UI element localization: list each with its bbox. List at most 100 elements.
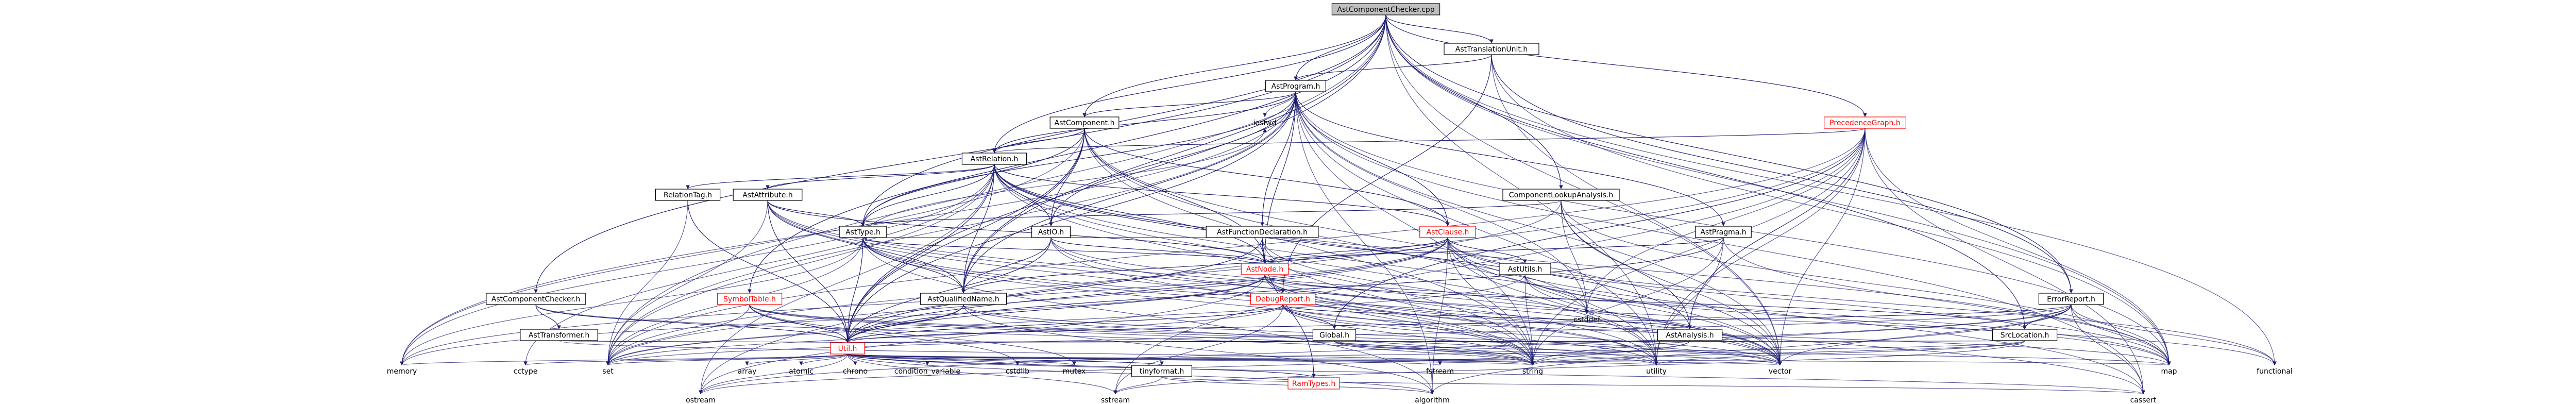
edge-util-to-atomic [799, 354, 848, 366]
edge-er-to-ostream [699, 304, 2072, 395]
node-label: AstNode.h [1246, 265, 1283, 274]
node-glob[interactable]: Global.h [1312, 329, 1357, 341]
edge-util-to-cstdlib [847, 354, 1020, 366]
edge-ac-to-an [1084, 128, 1267, 264]
node-er[interactable]: ErrorReport.h [2038, 293, 2104, 305]
node-memory: memory [387, 367, 417, 376]
node-aan[interactable]: AstAnalysis.h [1657, 329, 1723, 341]
node-atr[interactable]: AstTransformer.h [520, 329, 598, 341]
node-ala[interactable]: ComponentLookupAnalysis.h [1502, 189, 1620, 201]
edge-ap-to-afd [1260, 91, 1296, 227]
node-ap[interactable]: AstProgram.h [1265, 80, 1327, 92]
node-an[interactable]: AstNode.h [1241, 263, 1289, 275]
edge-ap-to-iosfwd [1263, 91, 1296, 117]
edge-ala-to-set [606, 200, 1562, 366]
edge-root-to-map [1385, 14, 2171, 366]
node-au[interactable]: AstUtils.h [1499, 263, 1551, 275]
node-label: AstPragma.h [1700, 228, 1746, 237]
edge-root-to-acc [534, 14, 1386, 294]
edge-st-to-mutex [749, 304, 1076, 366]
edge-aan-to-ostream [699, 340, 1690, 395]
node-label: cctype [514, 367, 538, 376]
edge-ap-to-at [861, 91, 1296, 227]
edge-aa-to-string [767, 200, 1535, 366]
node-sstream: sstream [1101, 396, 1130, 404]
node-ati[interactable]: AstTranslationUnit.h [1444, 43, 1539, 55]
node-ar[interactable]: AstRelation.h [961, 153, 1027, 165]
node-at[interactable]: AstType.h [839, 226, 887, 238]
node-label: sstream [1101, 396, 1130, 404]
edge-rt-to-set [606, 200, 688, 366]
node-label: AstType.h [845, 228, 880, 237]
node-label: PrecedenceGraph.h [1829, 119, 1901, 127]
edge-acl-to-functional [1447, 237, 2277, 366]
node-label: ComponentLookupAnalysis.h [1509, 191, 1613, 199]
edge-ap-to-algorithm [1295, 91, 1434, 395]
edge-acl-to-aqn [961, 237, 1448, 294]
edge-ar-to-aan [994, 164, 1692, 330]
edge-ati-to-vector [1491, 54, 1782, 366]
edge-ar-to-memory [400, 164, 995, 366]
node-label: vector [1769, 367, 1792, 376]
edge-ac-to-memory [400, 128, 1085, 366]
node-apr[interactable]: AstPragma.h [1695, 226, 1752, 238]
edge-pg-to-set [606, 128, 1866, 366]
node-util[interactable]: Util.h [830, 342, 865, 355]
edge-ar-to-cctype [523, 164, 995, 366]
node-ac[interactable]: AstComponent.h [1049, 116, 1120, 129]
node-rtyp[interactable]: RamTypes.h [1287, 377, 1340, 390]
node-cstdlib: cstdlib [1006, 367, 1029, 376]
edge-ar-to-rt [686, 164, 995, 190]
edge-glob-to-map [1334, 340, 2171, 366]
node-iosfwd: iosfwd [1253, 119, 1277, 127]
edge-sl-to-utility [1654, 340, 2025, 366]
edge-an-to-vector [1264, 274, 1782, 366]
node-label: SymbolTable.h [723, 295, 776, 304]
node-pg[interactable]: PrecedenceGraph.h [1824, 116, 1907, 129]
edge-ac-to-utility [1084, 128, 1658, 366]
node-afd[interactable]: AstFunctionDeclaration.h [1206, 226, 1319, 238]
node-aio[interactable]: AstIO.h [1031, 226, 1071, 238]
node-label: mutex [1063, 367, 1086, 376]
node-label: AstRelation.h [971, 155, 1019, 163]
edge-afd-to-vector [1262, 237, 1782, 366]
edge-at-to-aqn [862, 237, 965, 294]
edge-ar-to-acl [994, 164, 1450, 227]
node-aa[interactable]: AstAttribute.h [733, 189, 803, 201]
node-dr[interactable]: DebugReport.h [1250, 293, 1316, 305]
edge-aqn-to-vector [963, 304, 1782, 366]
edge-ap-to-aqn [961, 91, 1296, 294]
node-label: ostream [686, 396, 716, 404]
edge-util-to-mutex [847, 354, 1076, 366]
node-label: utility [1646, 367, 1667, 376]
edge-ap-to-util [845, 91, 1296, 343]
node-tf[interactable]: tinyformat.h [1131, 365, 1193, 377]
node-acc[interactable]: AstComponentChecker.h [486, 293, 586, 305]
edge-aa-to-an [767, 200, 1267, 264]
node-root[interactable]: AstComponentChecker.cpp [1331, 3, 1440, 15]
edge-at-to-memory [400, 237, 863, 366]
nodes-layer: AstComponentChecker.cpp AstTranslationUni… [387, 3, 2293, 404]
edge-ala-to-cstddef [1561, 200, 1589, 314]
node-rt[interactable]: RelationTag.h [655, 189, 721, 201]
node-label: RelationTag.h [664, 191, 712, 199]
node-functional: functional [2257, 367, 2293, 376]
edge-an-to-functional [1264, 274, 2277, 366]
edge-ala-to-map [1561, 200, 2171, 366]
edge-tf-to-cassert [1161, 376, 2145, 395]
node-label: AstAnalysis.h [1666, 331, 1714, 340]
edge-util-to-array [745, 354, 848, 366]
node-map: map [2161, 367, 2177, 376]
edge-dr-to-aan [1282, 304, 1692, 330]
node-label: AstUtils.h [1508, 265, 1543, 274]
node-label: SrcLocation.h [2001, 331, 2049, 340]
edge-root-to-at [861, 14, 1386, 227]
edge-pg-to-string [1531, 128, 1866, 366]
edge-ap-to-acl [1295, 91, 1450, 227]
edge-aa-to-utility [767, 200, 1658, 366]
node-acl[interactable]: AstClause.h [1419, 226, 1476, 238]
node-label: AstQualifiedName.h [927, 295, 999, 304]
node-aqn[interactable]: AstQualifiedName.h [920, 293, 1007, 305]
node-st[interactable]: SymbolTable.h [717, 293, 783, 305]
node-sl[interactable]: SrcLocation.h [1992, 329, 2058, 341]
